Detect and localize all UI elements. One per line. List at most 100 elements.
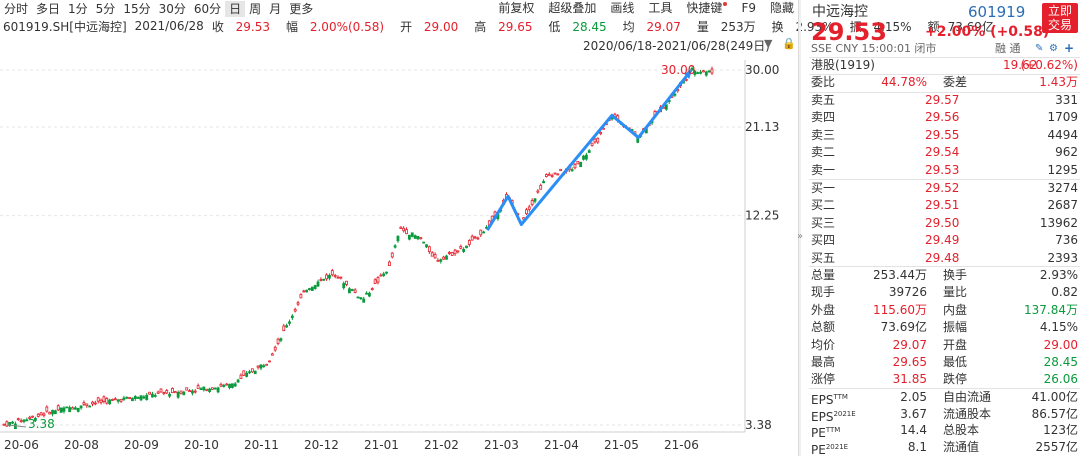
adjust-button[interactable]: 前复权 bbox=[498, 1, 535, 15]
period-1min-button[interactable]: 1分 bbox=[68, 1, 88, 16]
period-15min-button[interactable]: 15分 bbox=[123, 1, 151, 16]
add-icon[interactable]: + bbox=[1064, 41, 1075, 55]
ask-row[interactable]: 卖二 29.54 962 bbox=[809, 144, 1080, 161]
bid-row[interactable]: 买二 29.51 2687 bbox=[809, 197, 1080, 214]
stat-row: 最高 29.65 最低 28.45 bbox=[809, 354, 1080, 371]
trade-button[interactable]: 立即 交易 bbox=[1042, 3, 1078, 33]
period-month-button[interactable]: 月 bbox=[269, 1, 282, 16]
ask-price: 29.56 bbox=[925, 110, 960, 125]
hk-label: 港股(1919) bbox=[811, 58, 875, 72]
x-tick-label: 20-11 bbox=[244, 438, 279, 452]
bid-row[interactable]: 买四 29.49 736 bbox=[809, 232, 1080, 249]
amount-field: 额 73.69亿 bbox=[928, 18, 1002, 35]
draw-line-button[interactable]: 画线 bbox=[610, 1, 635, 15]
candle-body bbox=[399, 226, 403, 229]
shortcut-button[interactable]: 快捷键 bbox=[682, 0, 731, 16]
last-price: 29.53 bbox=[811, 18, 887, 46]
candle-body bbox=[250, 368, 254, 373]
candle-body bbox=[196, 385, 200, 389]
turnover-value: 2.93% bbox=[795, 19, 834, 34]
candle-body bbox=[62, 407, 66, 412]
candle-body bbox=[707, 70, 711, 73]
fundamental-value: 2557亿 bbox=[1035, 439, 1078, 454]
candle-body bbox=[48, 411, 52, 415]
amount-label: 额 bbox=[927, 19, 940, 34]
f9-button[interactable]: F9 bbox=[741, 1, 756, 15]
period-more-button[interactable]: 更多 bbox=[289, 1, 314, 16]
overlay-button[interactable]: 超级叠加 bbox=[548, 1, 597, 15]
candle-body bbox=[173, 391, 177, 394]
candle-body bbox=[379, 274, 383, 277]
ask-row[interactable]: 卖三 29.55 4494 bbox=[809, 127, 1080, 144]
candle-body bbox=[702, 70, 705, 73]
candle-body bbox=[345, 280, 348, 285]
date-range[interactable]: 2020/06/18-2021/06/28(249日) ▼ 🔒 bbox=[583, 37, 796, 54]
candle-body bbox=[225, 383, 229, 386]
candle-body bbox=[5, 421, 9, 427]
fundamental-row: PETTM 14.4 总股本 123亿 bbox=[809, 422, 1080, 440]
fundamental-label-suffix: 2021E bbox=[833, 409, 856, 418]
bid-row[interactable]: 买一 29.52 3274 bbox=[809, 180, 1080, 197]
candle-body bbox=[293, 308, 297, 312]
lock-icon[interactable]: 🔒 bbox=[782, 37, 796, 50]
ask-volume: 4494 bbox=[1047, 127, 1078, 142]
candle-body bbox=[465, 245, 468, 249]
candle-body bbox=[65, 406, 69, 409]
stat-row: 总额 73.69亿 振幅 4.15% bbox=[809, 319, 1080, 336]
bid-row[interactable]: 买三 29.50 13962 bbox=[809, 215, 1080, 232]
ask-price: 29.57 bbox=[925, 93, 960, 107]
min-price-label: 3.38 bbox=[28, 417, 55, 431]
period-60min-button[interactable]: 60分 bbox=[193, 1, 222, 16]
ask-row[interactable]: 卖五 29.57 331 bbox=[809, 92, 1080, 109]
hide-button[interactable]: 隐藏 bbox=[769, 1, 794, 15]
candle-body bbox=[85, 403, 89, 407]
candle-body bbox=[388, 261, 391, 267]
volume-label: 量 bbox=[696, 19, 709, 34]
stat-label: 量比 bbox=[943, 285, 968, 300]
avg-value: 29.07 bbox=[646, 19, 681, 34]
hk-row[interactable]: 港股(1919) 19.62 (+0.62%) bbox=[809, 57, 1080, 74]
ask-level-label: 卖五 bbox=[811, 93, 836, 107]
period-week-button[interactable]: 周 bbox=[249, 1, 262, 16]
candle-body bbox=[545, 174, 548, 177]
candle-body bbox=[42, 413, 46, 416]
stat-row: 均价 29.07 开盘 29.00 bbox=[809, 337, 1080, 354]
candle-body bbox=[176, 392, 180, 398]
candle-body bbox=[587, 150, 591, 153]
high-value: 29.65 bbox=[498, 19, 533, 34]
turnover-label: 换 bbox=[771, 19, 784, 34]
candle-body bbox=[96, 397, 100, 402]
period-day-button[interactable]: 日 bbox=[225, 0, 246, 17]
edit-icon[interactable]: ✎ bbox=[1035, 43, 1044, 54]
candle-body bbox=[270, 353, 274, 356]
candle-body bbox=[282, 325, 286, 332]
period-30min-button[interactable]: 30分 bbox=[158, 1, 186, 16]
collapse-arrow-icon[interactable]: » bbox=[797, 231, 804, 242]
ask-row[interactable]: 卖一 29.53 1295 bbox=[809, 162, 1080, 179]
panel-divider[interactable] bbox=[798, 0, 801, 456]
tools-button[interactable]: 工具 bbox=[648, 1, 673, 15]
candle-body bbox=[313, 285, 317, 289]
bid-row[interactable]: 买五 29.48 2393 bbox=[809, 250, 1080, 267]
candle-body bbox=[245, 372, 249, 377]
ask-price: 29.54 bbox=[925, 145, 960, 160]
candle-body bbox=[445, 255, 448, 260]
candle-body bbox=[442, 256, 446, 260]
settings-icon[interactable]: ⚙ bbox=[1049, 43, 1058, 54]
candle-body bbox=[253, 370, 257, 375]
high-label: 高 bbox=[474, 19, 487, 34]
dropdown-icon[interactable]: ▼ bbox=[764, 37, 773, 50]
candle-body bbox=[373, 279, 377, 285]
ask-row[interactable]: 卖四 29.56 1709 bbox=[809, 109, 1080, 126]
candle-body bbox=[242, 370, 246, 376]
x-tick-label: 20-08 bbox=[64, 438, 99, 452]
period-multiday-button[interactable]: 多日 bbox=[36, 1, 61, 16]
candle-body bbox=[473, 236, 477, 239]
period-minute-button[interactable]: 分时 bbox=[4, 1, 29, 16]
candle-body bbox=[236, 379, 240, 383]
price-row: 29.53 +2.00% (+0.58) bbox=[809, 20, 1080, 44]
candle-body bbox=[262, 365, 266, 368]
period-5min-button[interactable]: 5分 bbox=[95, 1, 116, 16]
close-value: 29.53 bbox=[235, 19, 271, 34]
candle-body bbox=[233, 383, 237, 387]
